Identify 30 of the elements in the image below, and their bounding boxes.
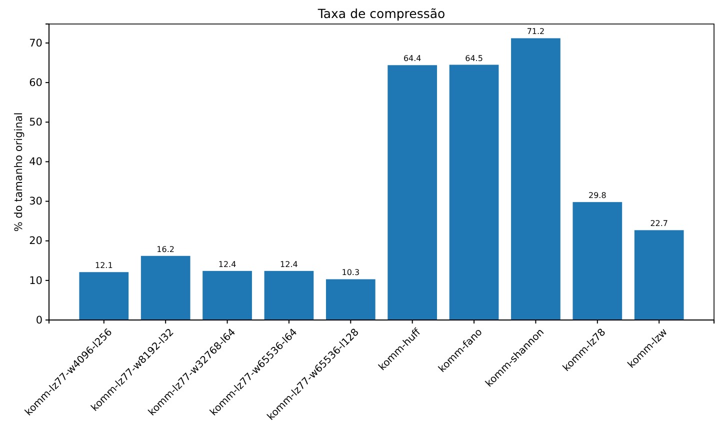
- data-label: 64.5: [465, 54, 483, 63]
- chart-title: Taxa de compressão: [316, 6, 446, 21]
- bar: [264, 270, 314, 320]
- bar: [79, 272, 129, 320]
- data-label: 22.7: [650, 219, 668, 228]
- y-tick-label: 70: [29, 37, 42, 50]
- y-tick-label: 0: [36, 314, 42, 326]
- bar: [140, 256, 190, 320]
- y-tick-label: 30: [29, 196, 42, 208]
- data-label: 12.4: [280, 260, 298, 269]
- data-label: 16.2: [156, 244, 174, 254]
- y-tick-label: 40: [29, 156, 42, 168]
- data-label: 64.4: [403, 54, 422, 64]
- y-tick-label: 50: [29, 116, 42, 128]
- data-label: 12.4: [218, 260, 236, 269]
- y-tick-label: 20: [29, 235, 42, 248]
- data-label: 12.1: [94, 261, 113, 270]
- bar: [572, 202, 622, 320]
- bar: [511, 38, 560, 320]
- bar: [449, 64, 499, 320]
- data-label: 10.3: [342, 268, 360, 278]
- bar: [388, 65, 438, 320]
- bar: [202, 270, 252, 320]
- y-axis-title: % do tamanho original: [13, 112, 25, 232]
- data-label: 29.8: [588, 191, 606, 200]
- y-tick-label: 60: [29, 76, 42, 89]
- bar: [326, 279, 376, 320]
- y-tick-label: 10: [29, 274, 42, 287]
- data-label: 71.2: [526, 27, 545, 36]
- bar: [634, 230, 684, 320]
